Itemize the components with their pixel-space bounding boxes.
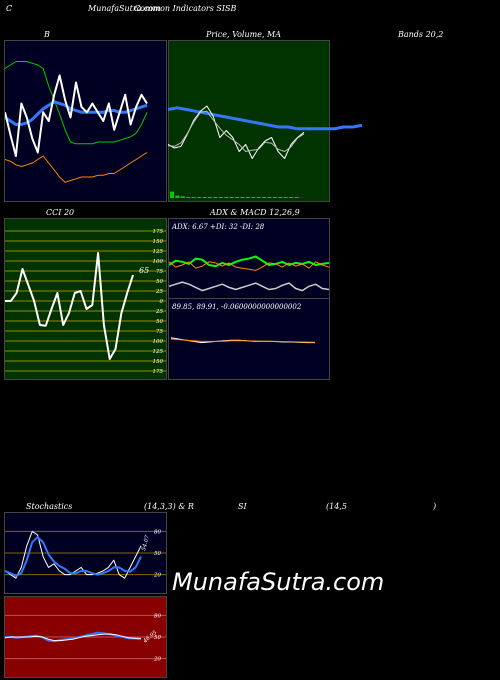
- volume-bar: [256, 197, 261, 198]
- volume-bar: [224, 197, 229, 198]
- volume-bar: [191, 197, 196, 198]
- volume-bar: [289, 197, 294, 198]
- volume-bar: [283, 197, 288, 198]
- stoch-tick-label: 50: [154, 551, 161, 557]
- rsi-tick-label: 20: [153, 657, 161, 663]
- volume-bar: [175, 195, 180, 198]
- cci-chart: 175 150 125 100 75 50 25 0 25 50 75 100 125 150 175 65: [5, 229, 166, 375]
- adx-adx-line: [169, 281, 329, 292]
- adx-panel: ADX: 6.67 +DI: 32 -DI: 28: [168, 218, 330, 300]
- stoch-label: Stochastics: [26, 502, 73, 511]
- cci-value-annotation: 65: [139, 266, 149, 275]
- watermark: MunafaSutra.com: [172, 568, 385, 596]
- stochastics-chart: 80 50 20 54.07: [5, 529, 166, 579]
- adx-macd-label: ADX & MACD 12,26,9: [210, 208, 300, 217]
- price-volume-chart: [167, 105, 363, 198]
- rsi-ma-line: [5, 633, 141, 642]
- adx-chart: ADX: 6.67 +DI: 32 -DI: 28: [169, 223, 329, 292]
- cci-tick-label: 0: [160, 299, 164, 305]
- stoch-tick-label: 20: [153, 573, 161, 579]
- site-title: MunafaSutra.com: [88, 4, 161, 13]
- adx-readout: ADX: 6.67 +DI: 32 -DI: 28: [171, 223, 265, 231]
- adx-di-line: [169, 255, 329, 268]
- volume-bar: [235, 197, 239, 198]
- bollinger-upper-line: [5, 61, 148, 145]
- pv-avg-line: [167, 110, 305, 152]
- volume-bar: [245, 197, 250, 198]
- cci-tick-label: 75: [156, 269, 163, 275]
- bollinger-panel: [4, 40, 167, 202]
- bollinger-price-line: [5, 74, 148, 157]
- volume-bar: [197, 197, 202, 198]
- cci-label: CCI 20: [46, 208, 75, 217]
- stoch-tick-label: 80: [154, 529, 161, 535]
- volume-bar: [262, 197, 267, 198]
- macd-panel: 89.85, 89.91, -0.0600000000000002: [168, 298, 330, 380]
- volume-bar: [218, 197, 223, 198]
- stoch-value-annotation: 54.07: [141, 534, 151, 551]
- cci-tick-label: 150: [153, 239, 164, 245]
- stoch-d-line: [5, 536, 142, 577]
- rsi-tick-label: 50: [154, 635, 161, 641]
- macd-readout: 89.85, 89.91, -0.0600000000000002: [172, 303, 302, 311]
- si-label: SI: [238, 502, 247, 511]
- volume-bar: [213, 197, 218, 198]
- volume-bar: [240, 197, 245, 198]
- volume-bar: [294, 197, 299, 198]
- volume-bar: [229, 197, 234, 198]
- bollinger-lower-line: [5, 152, 148, 183]
- volume-bar: [267, 197, 272, 198]
- adx-di-line: [169, 261, 329, 271]
- chart-subtitle: Common Indicators SISB: [134, 4, 237, 13]
- cci-tick-label: 50: [156, 319, 163, 325]
- cci-panel: 175 150 125 100 75 50 25 0 25 50 75 100 125 150 175 65: [4, 218, 167, 380]
- rsi-panel: 80 50 20 46.95: [4, 596, 167, 678]
- cci-tick-label: 100: [153, 259, 164, 265]
- bands-label: B: [44, 30, 50, 39]
- bollinger-middle-line: [5, 100, 148, 126]
- cci-tick-label: 150: [153, 359, 164, 365]
- volume-bar: [186, 197, 191, 198]
- rsi-close-label: ): [433, 502, 437, 511]
- bollinger-chart: [5, 61, 148, 183]
- cci-tick-label: 75: [156, 329, 163, 335]
- cci-tick-label: 175: [153, 369, 164, 375]
- volume-bar: [180, 196, 185, 198]
- bands-params-label: Bands 20,2: [398, 30, 444, 39]
- stoch-k-line: [5, 530, 142, 579]
- volume-bar: [202, 197, 207, 198]
- volume-bar: [251, 197, 256, 198]
- header-left: C: [6, 4, 13, 13]
- volume-bar: [207, 197, 212, 198]
- cci-tick-label: 100: [153, 339, 164, 345]
- macd-signal-line: [170, 338, 316, 343]
- volume-bar: [272, 197, 277, 198]
- cci-line: [5, 252, 134, 360]
- cci-tick-label: 50: [156, 279, 163, 285]
- pv-ma-line: [167, 106, 363, 131]
- cci-tick-label: 125: [153, 349, 164, 355]
- stochastics-panel: 80 50 20 54.07: [4, 512, 167, 594]
- rsi-params-label: (14,5: [326, 502, 347, 511]
- price-panel-title: Price, Volume, MA: [206, 30, 282, 39]
- cci-tick-label: 25: [155, 309, 163, 315]
- cci-tick-label: 175: [153, 229, 164, 235]
- macd-chart: 89.85, 89.91, -0.0600000000000002: [170, 303, 316, 344]
- volume-bar: [170, 191, 174, 198]
- rsi-tick-label: 80: [154, 613, 161, 619]
- stoch-params-label: (14,3,3) & R: [144, 502, 194, 511]
- volume-bar: [278, 197, 283, 198]
- cci-tick-label: 125: [153, 249, 164, 255]
- cci-tick-label: 25: [155, 289, 163, 295]
